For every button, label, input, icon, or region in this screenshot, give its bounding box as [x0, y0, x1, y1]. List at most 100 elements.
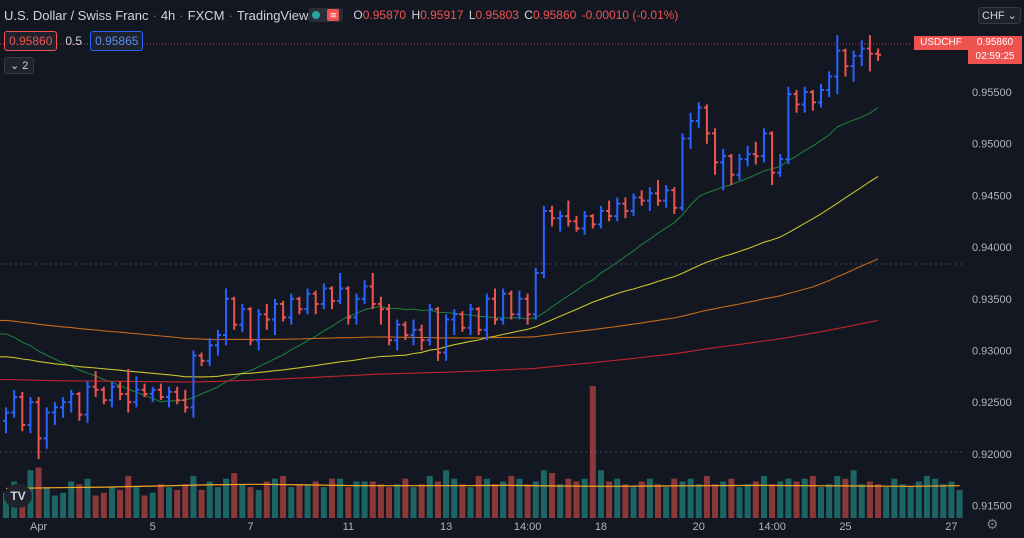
- volume-bar: [875, 484, 882, 518]
- time-axis-tick-label: 7: [247, 521, 253, 533]
- volume-bar: [92, 495, 99, 518]
- price-axis-tick-label: 0.94000: [972, 242, 1012, 254]
- volume-bar: [646, 478, 653, 518]
- volume-bar: [117, 489, 124, 518]
- symbol-price-tag: USDCHF: [914, 36, 968, 50]
- ohlc-bar: [68, 389, 75, 413]
- ohlc-bar: [777, 154, 784, 177]
- ohlc-bar: [60, 397, 67, 418]
- ohlc-bar: [377, 296, 384, 325]
- ohlc-bar: [679, 133, 686, 211]
- last-price: 0.95860: [976, 37, 1014, 48]
- volume-bar: [956, 489, 963, 518]
- ohlc-bar: [386, 303, 393, 346]
- volume-bar: [932, 478, 939, 518]
- ohlc-bar: [646, 187, 653, 211]
- ohlc-bar: [174, 386, 181, 405]
- volume-bar: [247, 487, 254, 518]
- volume-bar: [3, 492, 9, 518]
- ohlc-bar: [157, 383, 164, 401]
- ohlc-bar: [809, 89, 816, 111]
- price-axis-tick-label: 0.93000: [972, 346, 1012, 358]
- ohlc-bar: [255, 309, 262, 351]
- ohlc-bar: [834, 35, 841, 95]
- volume-bar: [638, 481, 645, 518]
- chart-header: U.S. Dollar / Swiss Franc · 4h · FXCM · …: [4, 4, 680, 26]
- volume-bar: [524, 484, 531, 518]
- market-status[interactable]: ≋: [308, 8, 344, 22]
- ohlc-bar: [125, 369, 132, 413]
- volume-bar: [483, 478, 490, 518]
- price-axis-tick-label: 0.93500: [972, 294, 1012, 306]
- gear-icon[interactable]: ⚙: [986, 516, 999, 532]
- ohlc-bar: [597, 205, 604, 229]
- ohlc-bar: [736, 154, 743, 180]
- ohlc-bar: [263, 303, 270, 330]
- ohlc-bar: [858, 40, 865, 67]
- volume-bar: [174, 489, 181, 518]
- time-axis-tick-label: 27: [945, 521, 957, 533]
- volume-bar: [687, 478, 694, 518]
- ohlc-bar: [549, 205, 556, 227]
- ohlc-bar: [842, 48, 849, 77]
- volume-bar: [785, 478, 792, 518]
- ohlc-bar: [589, 214, 596, 229]
- tradingview-logo[interactable]: TV: [4, 484, 32, 508]
- volume-bar: [60, 492, 67, 518]
- separator: ·: [179, 7, 184, 23]
- ohlc-bar: [426, 303, 433, 346]
- buy-button[interactable]: 0.95865: [90, 31, 144, 51]
- volume-bar: [394, 484, 401, 518]
- sell-button[interactable]: 0.95860: [4, 31, 58, 51]
- ohlc-bar: [565, 200, 572, 227]
- ohlc-bar: [638, 190, 645, 206]
- ohlc-bar: [630, 193, 637, 217]
- volume-bar: [826, 484, 833, 518]
- time-axis-tick-label: 25: [839, 521, 851, 533]
- price-axis-tick-label: 0.92000: [972, 449, 1012, 461]
- volume-bar: [182, 484, 189, 518]
- volume-bar: [589, 386, 596, 518]
- volume-bar: [125, 475, 132, 518]
- volume-bar: [337, 478, 344, 518]
- volume-bar: [516, 478, 523, 518]
- volume-bar: [679, 481, 686, 518]
- ohlc-bar: [622, 197, 629, 219]
- volume-bar: [263, 481, 270, 518]
- price-axis-tick-label: 0.94500: [972, 190, 1012, 202]
- volume-bar: [320, 487, 327, 518]
- ohlc-bar: [214, 329, 221, 356]
- chevron-down-icon: ⌄: [1007, 10, 1017, 22]
- time-axis-tick-label: 18: [595, 521, 607, 533]
- volume-bar: [671, 478, 678, 518]
- volume-bar: [377, 484, 384, 518]
- volume-bar: [744, 484, 751, 518]
- symbol-name[interactable]: U.S. Dollar / Swiss Franc: [4, 7, 149, 23]
- indicators-toggle[interactable]: ⌄ 2: [4, 57, 35, 74]
- ohlc-bar: [369, 272, 376, 310]
- ohlc-bar: [11, 389, 18, 418]
- volume-bar: [899, 484, 906, 518]
- ohlc-bar: [410, 319, 417, 346]
- ohlc-bar: [443, 314, 450, 361]
- price-axis-tick-label: 0.92500: [972, 397, 1012, 409]
- currency-selector[interactable]: CHF ⌄: [978, 7, 1021, 24]
- ohlc-bar: [198, 352, 205, 367]
- price-change: -0.00010 (-0.01%): [581, 8, 679, 22]
- ohlc-bar: [516, 290, 523, 320]
- ohlc-bar: [337, 272, 344, 304]
- volume-bar: [345, 487, 352, 518]
- volume-bar: [809, 475, 816, 518]
- volume-bar: [239, 484, 246, 518]
- volume-bar: [402, 478, 409, 518]
- chevron-down-icon: ⌄: [10, 60, 20, 72]
- ohlc-bar: [614, 197, 621, 222]
- volume-bar: [271, 478, 278, 518]
- separator: ·: [152, 7, 157, 23]
- ohlc-bar: [492, 288, 498, 325]
- interval[interactable]: 4h: [160, 7, 176, 23]
- ohlc-bar: [117, 381, 124, 401]
- volume-bar: [557, 484, 564, 518]
- volume-bar: [198, 489, 205, 518]
